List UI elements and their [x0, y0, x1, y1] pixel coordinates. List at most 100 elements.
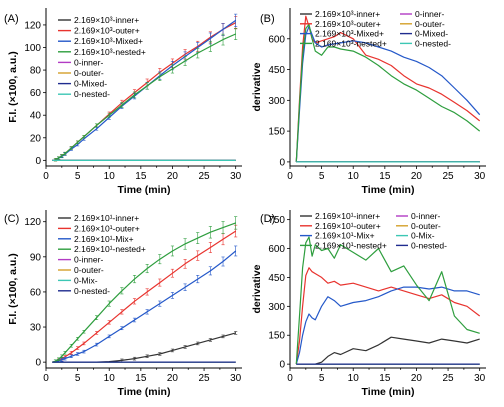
x-tick-label: 30 [474, 171, 486, 182]
legend-label: 0-outer- [74, 68, 104, 78]
legend-label: 2.169×10³-Mixed+ [315, 29, 384, 39]
series-line [52, 332, 236, 363]
y-tick-label: 100 [24, 43, 41, 54]
legend-label: 2.169×10¹-outer+ [315, 221, 381, 231]
y-axis-title: F.I. (×100, a.u.) [7, 253, 19, 325]
series-line [52, 33, 236, 161]
x-tick-label: 20 [167, 373, 179, 384]
legend-label: 2.169×10³-Mixed+ [74, 36, 143, 46]
y-tick-label: 0 [35, 156, 41, 167]
x-tick-label: 0 [43, 373, 49, 384]
y-tick-label: 90 [30, 252, 42, 263]
legend-label: 2.169×10¹-nested+ [74, 244, 146, 254]
y-tick-label: 300 [268, 302, 285, 313]
legend-label: 2.169×10¹-inner+ [315, 211, 380, 221]
legend-label: 2.169×10³-nested+ [74, 47, 146, 57]
legend-label: 0-outer- [415, 19, 445, 29]
y-tick-label: 20 [30, 133, 42, 144]
y-tick-label: 60 [30, 88, 42, 99]
series-2 [295, 286, 480, 365]
series-3 [52, 27, 238, 162]
y-tick-label: 0 [35, 358, 41, 369]
series-1 [295, 15, 481, 162]
legend: 2.169×10³-inner+2.169×10³-outer+2.169×10… [300, 9, 451, 48]
legend-label: 0-inner- [74, 57, 103, 67]
legend-label: 0-inner- [411, 211, 440, 221]
legend-label: 0-outer- [411, 221, 441, 231]
y-tick-label: 750 [268, 215, 285, 226]
series-3 [295, 236, 480, 365]
legend-label: 0-nested- [74, 286, 110, 296]
legend-label: 2.169×10³-outer+ [74, 26, 140, 36]
series-line [52, 222, 236, 363]
legend-label: 2.169×10³-inner+ [74, 15, 139, 25]
y-tick-label: 450 [268, 65, 285, 76]
y-tick-label: 150 [268, 331, 285, 342]
legend-label: 2.169×10¹-inner+ [74, 213, 139, 223]
y-tick-label: 60 [30, 287, 42, 298]
x-tick-label: 5 [319, 171, 325, 182]
legend-label: 2.169×10¹-Mix+ [74, 234, 134, 244]
y-tick-label: 0 [279, 157, 285, 168]
x-tick-label: 20 [411, 171, 423, 182]
x-axis-title: Time (min) [118, 184, 171, 196]
x-tick-label: 15 [379, 373, 391, 384]
panel-label: (D) [260, 213, 275, 225]
legend-label: 2.169×10¹-nested+ [315, 240, 387, 250]
legend-label: 2.169×10¹-outer+ [74, 223, 140, 233]
y-tick-label: 450 [268, 273, 285, 284]
x-tick-label: 25 [199, 373, 211, 384]
legend-label: 0-Mixed- [74, 79, 107, 89]
legend-label: 0-inner- [415, 9, 444, 19]
legend-label: 0-Mix- [411, 231, 435, 241]
legend: 2.169×10¹-inner+2.169×10¹-outer+2.169×10… [300, 211, 447, 250]
series-0 [296, 336, 480, 365]
series-line [296, 336, 480, 365]
x-tick-label: 10 [104, 171, 116, 182]
legend-label: 0-Mix- [74, 275, 98, 285]
y-tick-label: 40 [30, 111, 42, 122]
legend-label: 2.169×10¹-Mix+ [315, 231, 375, 241]
x-tick-label: 25 [443, 373, 455, 384]
x-tick-label: 15 [135, 171, 147, 182]
x-tick-label: 10 [348, 171, 360, 182]
legend: 2.169×10³-inner+2.169×10³-outer+2.169×10… [58, 15, 146, 99]
series-line [52, 250, 237, 363]
y-tick-label: 120 [24, 20, 41, 31]
x-tick-label: 20 [167, 171, 179, 182]
panel-a: (A) 0 5 10 15 20 25 30 0 20 40 60 80 100 120 Time (min)… [4, 8, 242, 196]
x-tick-label: 30 [230, 171, 242, 182]
x-tick-label: 15 [379, 171, 391, 182]
x-tick-label: 5 [75, 373, 81, 384]
x-tick-label: 0 [287, 373, 293, 384]
x-tick-label: 0 [287, 171, 293, 182]
panel-label: (A) [4, 13, 19, 25]
series-2 [52, 245, 238, 363]
x-axis-title: Time (min) [362, 386, 415, 398]
series-line [295, 23, 481, 162]
y-tick-label: 0 [279, 360, 285, 371]
x-tick-label: 30 [474, 373, 486, 384]
series-line [295, 286, 480, 365]
panel-label: (C) [4, 213, 19, 225]
y-tick-label: 600 [268, 34, 285, 45]
y-tick-label: 80 [30, 66, 42, 77]
y-axis-title: derivative [251, 264, 263, 313]
series-1 [295, 267, 481, 365]
series-line [295, 15, 481, 162]
series-2 [295, 25, 481, 162]
y-axis-title: F.I. (×100, a.u.) [7, 51, 19, 123]
legend-label: 0-nested- [415, 38, 451, 48]
series-line [295, 25, 481, 162]
series-line [295, 236, 480, 365]
y-tick-label: 30 [30, 323, 42, 334]
x-tick-label: 30 [230, 373, 242, 384]
x-tick-label: 25 [443, 171, 455, 182]
y-tick-label: 600 [268, 244, 285, 255]
y-tick-label: 150 [268, 127, 285, 138]
x-tick-label: 15 [135, 373, 147, 384]
legend-label: 0-outer- [74, 265, 104, 275]
